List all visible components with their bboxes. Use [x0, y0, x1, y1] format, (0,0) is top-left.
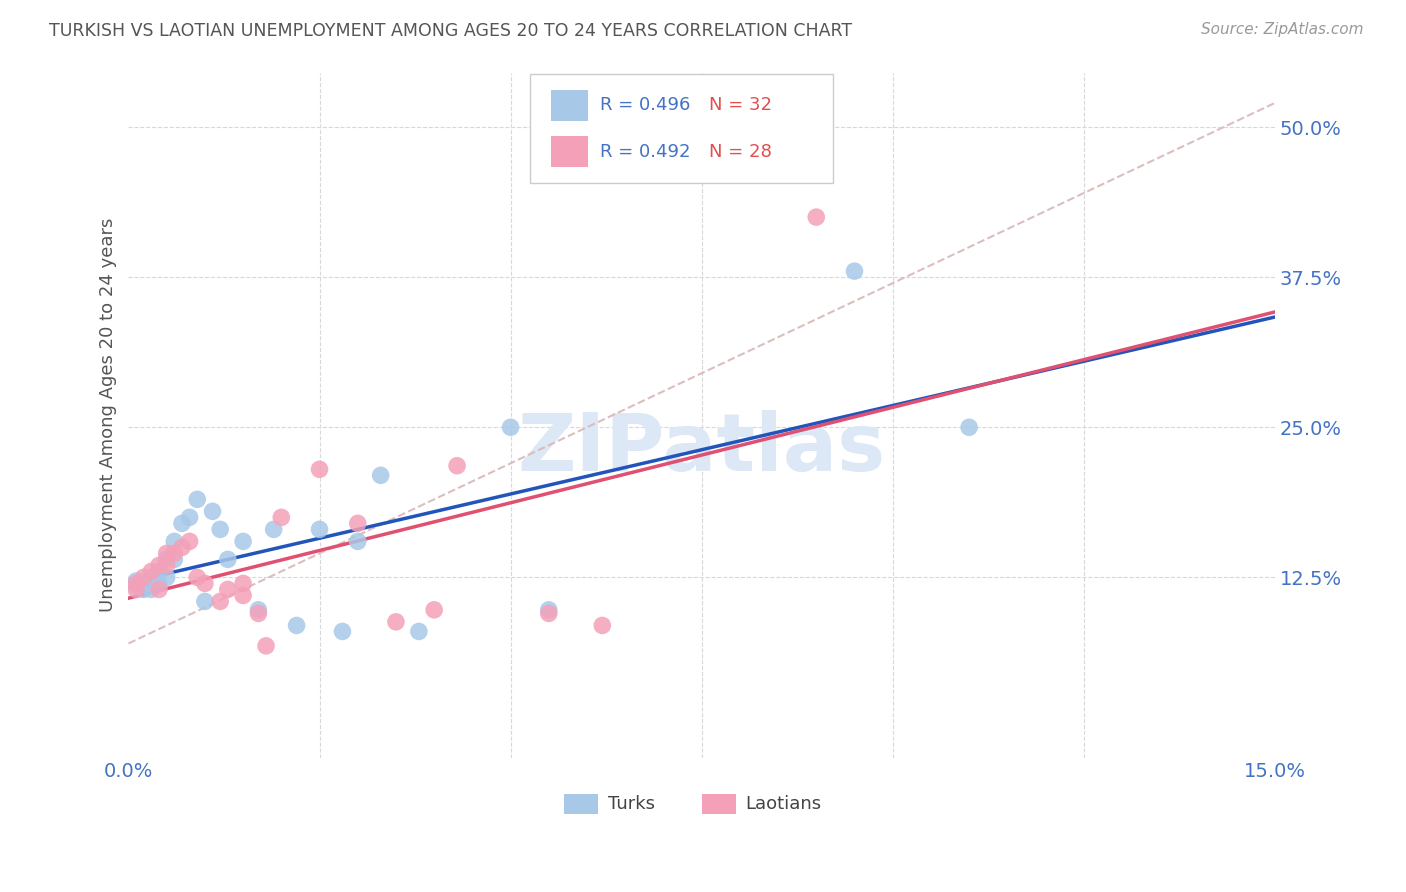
Text: ZIPatlas: ZIPatlas [517, 410, 886, 489]
Point [423, 603, 446, 617]
Point [346, 516, 368, 531]
Point [385, 615, 408, 629]
Point [141, 570, 163, 584]
Point [141, 565, 163, 579]
Point [957, 420, 980, 434]
Point [232, 589, 254, 603]
Point [148, 565, 170, 579]
Point [247, 603, 270, 617]
Point [156, 558, 179, 573]
FancyBboxPatch shape [530, 74, 834, 183]
Point [156, 552, 179, 566]
Point [591, 618, 613, 632]
Text: N = 32: N = 32 [709, 96, 772, 114]
Point [217, 552, 239, 566]
Point [186, 570, 208, 584]
Point [332, 624, 354, 639]
Text: Source: ZipAtlas.com: Source: ZipAtlas.com [1201, 22, 1364, 37]
Point [270, 510, 292, 524]
Point [148, 582, 170, 597]
Point [156, 546, 179, 560]
Point [179, 534, 201, 549]
Point [232, 576, 254, 591]
Point [346, 534, 368, 549]
Point [125, 574, 148, 588]
Point [163, 552, 186, 566]
Point [308, 462, 330, 476]
FancyBboxPatch shape [702, 794, 735, 814]
Text: Laotians: Laotians [745, 795, 821, 814]
Point [132, 576, 155, 591]
Point [125, 582, 148, 597]
Text: R = 0.496: R = 0.496 [599, 96, 690, 114]
Point [247, 607, 270, 621]
Point [263, 522, 285, 536]
Y-axis label: Unemployment Among Ages 20 to 24 years: Unemployment Among Ages 20 to 24 years [100, 218, 117, 613]
Point [370, 468, 392, 483]
Point [217, 582, 239, 597]
Point [148, 558, 170, 573]
Point [179, 510, 201, 524]
Point [170, 541, 193, 555]
Point [148, 576, 170, 591]
Point [194, 594, 217, 608]
Point [499, 420, 522, 434]
Point [844, 264, 866, 278]
Point [125, 579, 148, 593]
Point [194, 576, 217, 591]
Point [254, 639, 277, 653]
Point [806, 210, 828, 224]
Point [232, 534, 254, 549]
Point [446, 458, 468, 473]
Point [132, 570, 155, 584]
Point [156, 570, 179, 584]
Point [537, 607, 560, 621]
FancyBboxPatch shape [551, 90, 588, 120]
Point [163, 534, 186, 549]
Point [141, 582, 163, 597]
Point [125, 576, 148, 591]
Point [201, 504, 224, 518]
Text: R = 0.492: R = 0.492 [599, 143, 690, 161]
Point [170, 516, 193, 531]
Point [209, 594, 232, 608]
Point [209, 522, 232, 536]
Point [285, 618, 308, 632]
Text: TURKISH VS LAOTIAN UNEMPLOYMENT AMONG AGES 20 TO 24 YEARS CORRELATION CHART: TURKISH VS LAOTIAN UNEMPLOYMENT AMONG AG… [49, 22, 852, 40]
FancyBboxPatch shape [564, 794, 599, 814]
Point [308, 522, 330, 536]
Text: Turks: Turks [607, 795, 655, 814]
Point [186, 492, 208, 507]
Point [163, 546, 186, 560]
Point [537, 603, 560, 617]
Point [408, 624, 430, 639]
Text: N = 28: N = 28 [709, 143, 772, 161]
Point [132, 582, 155, 597]
FancyBboxPatch shape [551, 136, 588, 167]
